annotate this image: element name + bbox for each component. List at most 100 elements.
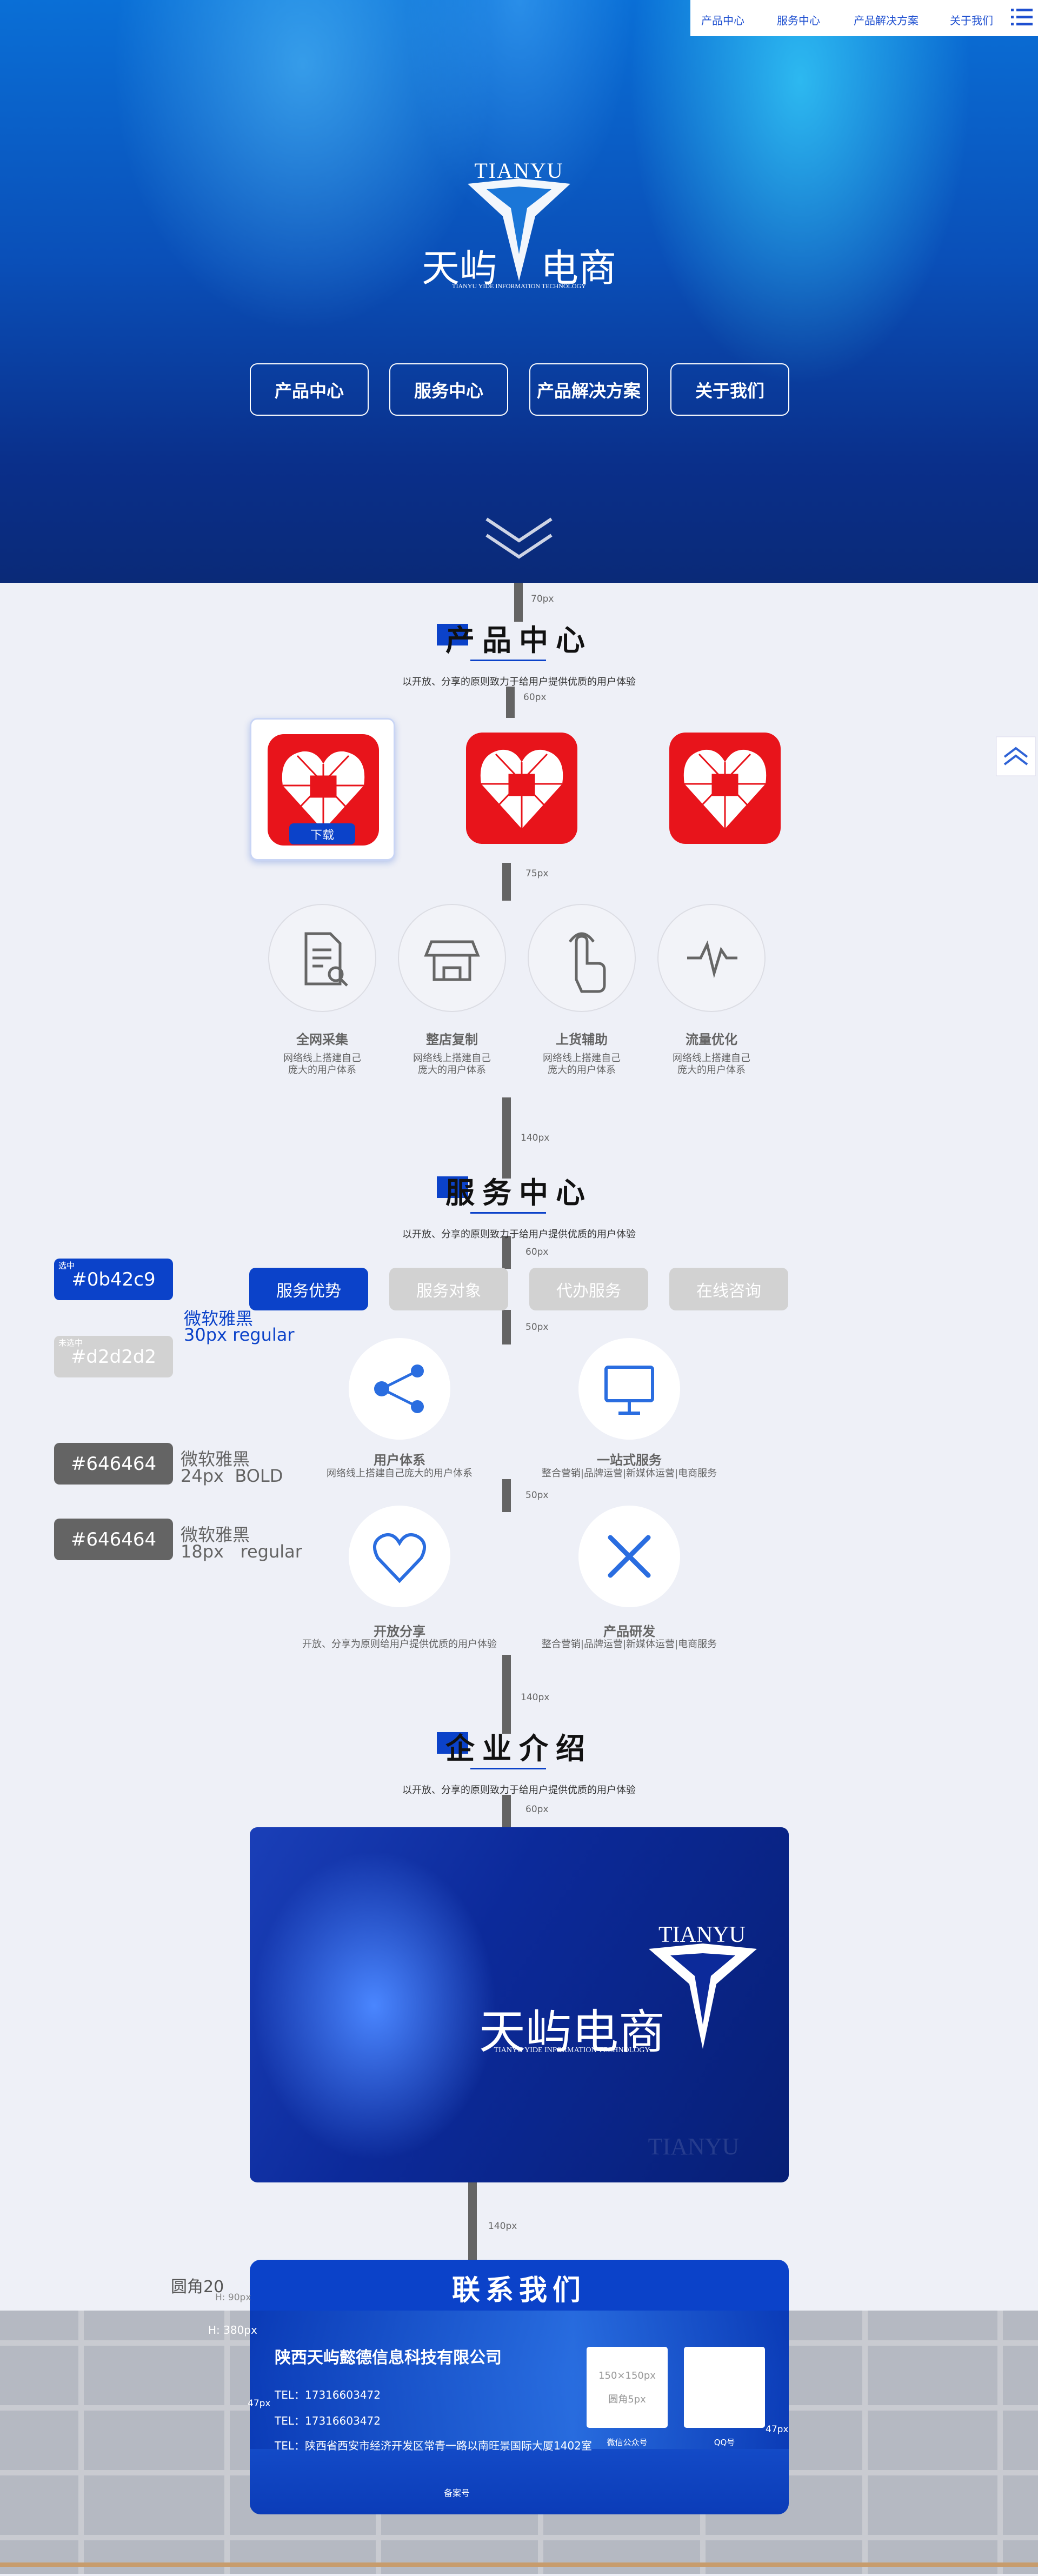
image-emblem	[643, 1943, 762, 2054]
title-underline	[470, 1212, 546, 1214]
spacing-label: 70px	[531, 594, 554, 604]
nav-item[interactable]: 关于我们	[950, 14, 993, 27]
feature-label: 整店复制	[426, 1032, 478, 1047]
nav-bar	[690, 0, 1038, 36]
logo-name: 天屿	[422, 246, 497, 290]
section-title: 企业介绍	[445, 1732, 593, 1766]
logo-sub: TIANYU YIDE INFORMATION TECHNOLOGY	[452, 282, 586, 290]
spacing-label: 60px	[523, 692, 547, 703]
image-emblem-graphic	[649, 1943, 757, 2049]
feature-icon	[398, 904, 506, 1014]
nav-item[interactable]: 服务中心	[777, 14, 820, 27]
title-highlight	[437, 1176, 468, 1198]
hero-button[interactable]: 产品中心	[250, 363, 369, 416]
font-note: 18px regular	[181, 1541, 302, 1562]
service-tab[interactable]: 服务对象	[389, 1268, 508, 1310]
feature-desc: 网络线上搭建自己庞大的用户体系	[283, 1053, 361, 1076]
spacing-bar	[502, 1655, 511, 1734]
service-icon-graphic	[578, 1506, 680, 1607]
image-logo-top: TIANYU	[658, 1922, 746, 1947]
service-icon	[348, 1337, 451, 1442]
app-icon	[669, 733, 781, 846]
spacing-label: 140px	[488, 2221, 517, 2232]
feature-icon	[528, 904, 636, 1014]
swatch-text: #646464	[54, 1443, 173, 1485]
qr-note: 圆角5px	[608, 2394, 646, 2405]
service-desc: 开放、分享为原则给用户提供优质的用户体验	[302, 1639, 497, 1650]
service-icon	[348, 1505, 451, 1610]
spacing-bar	[468, 2182, 477, 2260]
spacing-bar	[514, 583, 523, 622]
back-to-top[interactable]	[996, 736, 1036, 776]
service-desc: 网络线上搭建自己庞大的用户体系	[327, 1468, 473, 1479]
spacing-label: 60px	[525, 1247, 549, 1257]
app-icon-graphic	[466, 733, 577, 844]
download-button[interactable]: 下载	[289, 823, 355, 844]
qr-note: 150×150px	[598, 2370, 656, 2381]
contact-title: 联系我们	[451, 2274, 587, 2307]
contact-line: TEL：17316603472	[275, 2388, 381, 2401]
hero-decoration	[468, 178, 570, 559]
section-title: 服务中心	[445, 1176, 593, 1210]
qr-caption: 微信公众号	[607, 2438, 648, 2447]
spacing-label: 60px	[525, 1804, 549, 1815]
section-subtitle: 以开放、分享的原则致力于给用户提供优质的用户体验	[402, 1785, 636, 1796]
service-icon-graphic	[578, 1338, 680, 1440]
contact-line: TEL：陕西省西安市经济开发区常青一路以南旺景国际大厦1402室	[275, 2439, 592, 2452]
feature-icon-graphic	[528, 904, 636, 1012]
service-tab[interactable]: 服务优势	[249, 1268, 368, 1310]
image-logo-sub: TIANYU YIDE INFORMATION TECHNOLOGY	[494, 2046, 650, 2054]
nav-item[interactable]: 产品解决方案	[854, 14, 919, 27]
service-tab[interactable]: 在线咨询	[669, 1268, 788, 1310]
app-icon	[466, 733, 577, 846]
padding-note: 47px	[248, 2398, 271, 2409]
app-icon	[268, 734, 379, 848]
section-title: 产品中心	[445, 623, 593, 657]
spacing-label: 75px	[525, 868, 549, 879]
service-icon-graphic	[349, 1506, 450, 1607]
qr-box	[587, 2347, 668, 2428]
hero-button[interactable]: 产品解决方案	[529, 363, 648, 416]
service-icon-graphic	[349, 1338, 450, 1440]
feature-icon-graphic	[268, 904, 376, 1012]
contact-line: TEL：17316603472	[275, 2414, 381, 2427]
title-highlight	[437, 1732, 468, 1754]
font-note: 微软雅黑	[181, 1525, 250, 1545]
feature-icon-graphic	[398, 904, 506, 1012]
service-label: 用户体系	[374, 1453, 425, 1468]
spacing-bar	[502, 863, 511, 901]
font-note: 微软雅黑	[184, 1308, 254, 1329]
font-note: 24px BOLD	[181, 1466, 283, 1486]
swatch-tag: 选中	[58, 1261, 75, 1270]
service-tab[interactable]: 代办服务	[529, 1268, 648, 1310]
service-icon	[578, 1337, 681, 1442]
swatch-selected: #0b42c9	[54, 1259, 173, 1300]
spacing-bar	[502, 1795, 511, 1827]
app-icon-graphic	[268, 734, 379, 846]
hero-button[interactable]: 关于我们	[670, 363, 789, 416]
feature-icon-graphic	[657, 904, 766, 1012]
feature-desc: 网络线上搭建自己庞大的用户体系	[543, 1053, 621, 1076]
feature-label: 全网采集	[296, 1032, 348, 1047]
spacing-bar	[502, 1097, 511, 1179]
title-underline	[470, 660, 546, 661]
feature-desc: 网络线上搭建自己庞大的用户体系	[413, 1053, 491, 1076]
height-note: H: 380px	[208, 2324, 257, 2337]
service-label: 开放分享	[374, 1624, 425, 1639]
spacing-bar	[502, 1236, 511, 1269]
hero-button[interactable]: 服务中心	[389, 363, 508, 416]
image-logo-name: 天屿电商	[479, 2005, 665, 2059]
swatch-text: #646464	[54, 1519, 173, 1560]
title-highlight	[437, 624, 468, 645]
height-note: H: 90px	[215, 2292, 251, 2303]
nav-item[interactable]: 产品中心	[701, 14, 744, 27]
spacing-label: 140px	[521, 1692, 550, 1703]
swatch-tag: 未选中	[58, 1338, 83, 1348]
spacing-label: 140px	[521, 1133, 550, 1143]
padding-note: 47px	[766, 2424, 789, 2435]
menu-icon[interactable]	[1011, 8, 1033, 27]
service-desc: 整合营销|品牌运营|新媒体运营|电商服务	[541, 1468, 717, 1479]
logo-name: 电商	[541, 246, 616, 290]
feature-desc: 网络线上搭建自己庞大的用户体系	[673, 1053, 750, 1076]
